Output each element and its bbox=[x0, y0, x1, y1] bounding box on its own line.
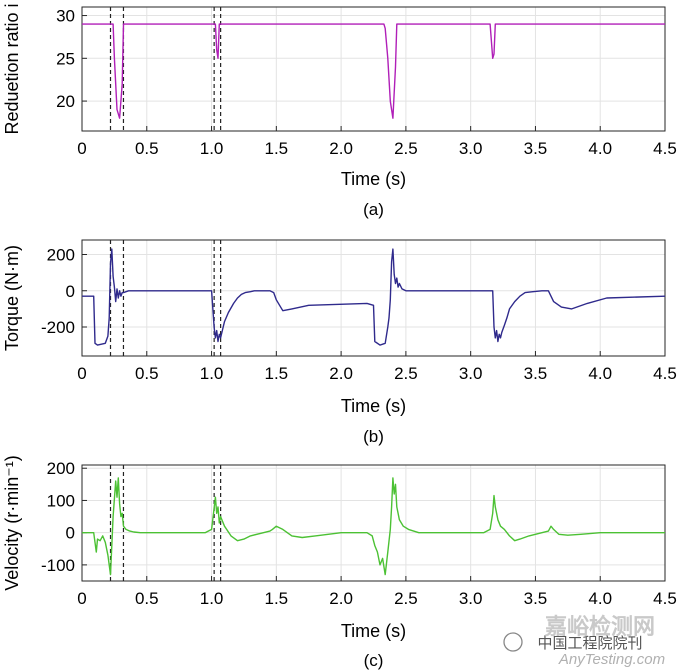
y-tick-label: 0 bbox=[66, 524, 75, 543]
x-tick-label: 4.5 bbox=[653, 364, 677, 383]
y-tick-label: -100 bbox=[41, 556, 75, 575]
y-axis-label: Torque (N·m) bbox=[2, 245, 22, 351]
x-tick-label: 2.0 bbox=[329, 139, 353, 158]
x-tick-label: 0 bbox=[77, 589, 86, 608]
x-tick-label: 4.0 bbox=[588, 139, 612, 158]
y-axis-label: Velocity (r·min⁻¹) bbox=[2, 455, 22, 591]
x-tick-label: 3.0 bbox=[459, 139, 483, 158]
x-tick-label: 4.0 bbox=[588, 364, 612, 383]
x-tick-label: 3.5 bbox=[524, 589, 548, 608]
x-tick-label: 0.5 bbox=[135, 364, 159, 383]
y-tick-label: -200 bbox=[41, 318, 75, 337]
wechat-icon bbox=[503, 632, 523, 652]
x-tick-label: 1.5 bbox=[265, 364, 289, 383]
x-tick-label: 2.0 bbox=[329, 589, 353, 608]
plot-border bbox=[81, 239, 666, 357]
y-tick-label: 30 bbox=[56, 7, 75, 26]
x-tick-label: 4.5 bbox=[653, 139, 677, 158]
x-tick-label: 4.0 bbox=[588, 589, 612, 608]
watermark-site: AnyTesting.com bbox=[558, 651, 665, 668]
x-tick-label: 3.0 bbox=[459, 364, 483, 383]
plot-frame bbox=[81, 464, 666, 582]
y-tick-label: 100 bbox=[47, 491, 75, 510]
panel-caption: (a) bbox=[363, 200, 384, 219]
x-tick-label: 2.5 bbox=[394, 589, 418, 608]
x-tick-label: 0 bbox=[77, 364, 86, 383]
plot-border bbox=[81, 6, 666, 132]
series-line bbox=[82, 248, 666, 346]
x-tick-label: 4.5 bbox=[653, 589, 677, 608]
x-axis-label: Time (s) bbox=[341, 169, 406, 189]
y-tick-label: 20 bbox=[56, 92, 75, 111]
x-tick-label: 0.5 bbox=[135, 139, 159, 158]
x-tick-label: 1.5 bbox=[265, 139, 289, 158]
x-tick-label: 2.5 bbox=[394, 139, 418, 158]
x-tick-label: 3.0 bbox=[459, 589, 483, 608]
x-tick-label: 2.0 bbox=[329, 364, 353, 383]
watermark-brand: 嘉峪检测网 bbox=[545, 614, 655, 639]
plot-border bbox=[81, 464, 666, 582]
y-tick-label: 200 bbox=[47, 459, 75, 478]
plot-frame bbox=[81, 239, 666, 357]
y-tick-label: 200 bbox=[47, 246, 75, 265]
chart-a: 0 0.5 1.0 1.5 2.0 2.5 3.0 3.5 4.0 4.5 20 25 30 Time (… bbox=[2, 3, 677, 219]
panel-caption: (c) bbox=[364, 651, 384, 670]
series-line bbox=[82, 23, 665, 119]
x-tick-label: 3.5 bbox=[524, 364, 548, 383]
x-tick-label: 3.5 bbox=[524, 139, 548, 158]
x-tick-label: 0 bbox=[77, 139, 86, 158]
x-axis-label: Time (s) bbox=[341, 396, 406, 416]
chart-b: 0 0.5 1.0 1.5 2.0 2.5 3.0 3.5 4.0 4.5 -200 0 200 Time… bbox=[2, 239, 677, 446]
x-tick-label: 1.0 bbox=[200, 139, 224, 158]
x-tick-label: 1.5 bbox=[265, 589, 289, 608]
y-axis-label: Reduetion ratio i bbox=[2, 3, 22, 134]
watermark-account: 中国工程院院刊 bbox=[537, 634, 642, 652]
panel-caption: (b) bbox=[363, 427, 384, 446]
chart-c: 0 0.5 1.0 1.5 2.0 2.5 3.0 3.5 4.0 4.5-1000100200T… bbox=[2, 455, 677, 670]
x-tick-label: 1.0 bbox=[200, 364, 224, 383]
x-tick-label: 0.5 bbox=[135, 589, 159, 608]
series-line bbox=[82, 477, 665, 576]
plot-frame bbox=[81, 6, 666, 132]
x-tick-label: 1.0 bbox=[200, 589, 224, 608]
y-tick-label: 0 bbox=[66, 282, 75, 301]
y-tick-label: 25 bbox=[56, 49, 75, 68]
x-axis-label: Time (s) bbox=[341, 621, 406, 641]
x-tick-label: 2.5 bbox=[394, 364, 418, 383]
